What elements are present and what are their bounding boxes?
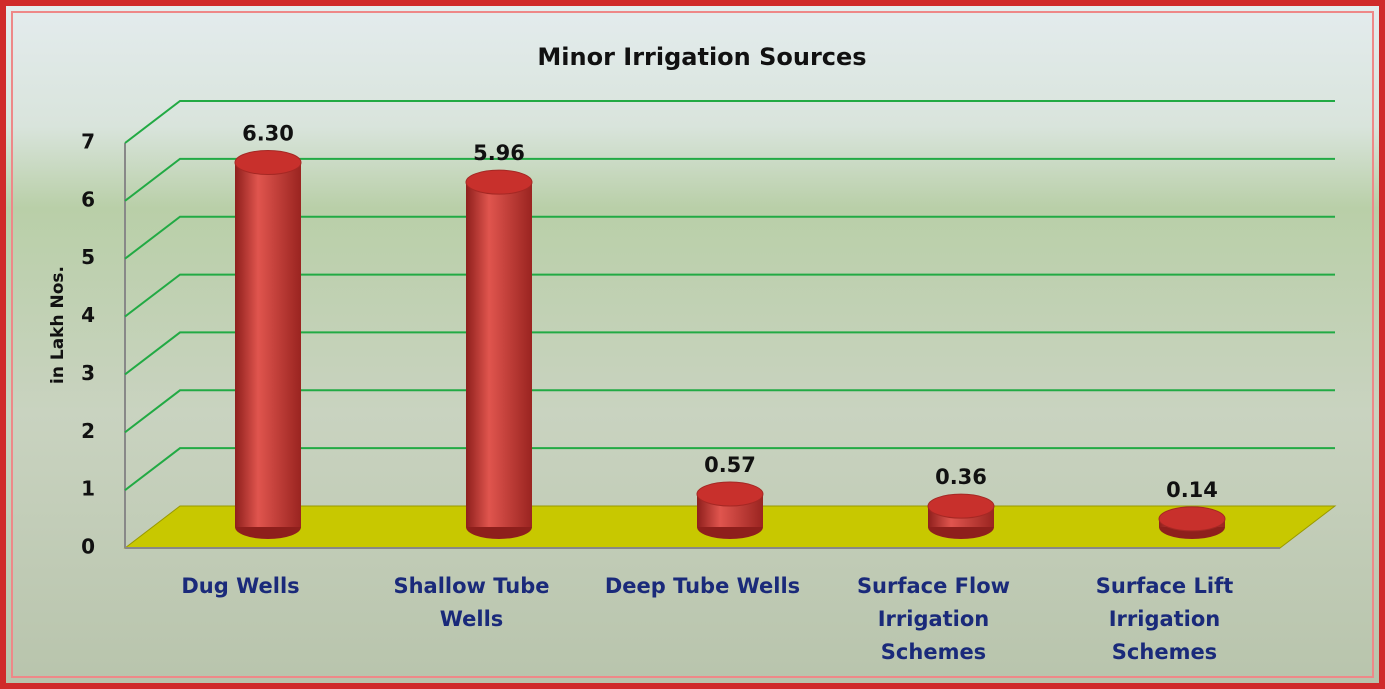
- value-label: 0.36: [935, 465, 987, 489]
- grid-line: [124, 157, 1335, 202]
- y-tick-label: 0: [81, 535, 95, 559]
- x-tick-label: Shallow Tube Wells: [393, 574, 550, 631]
- bar-top: [927, 493, 995, 519]
- x-tick-label: Deep Tube Wells: [604, 574, 801, 598]
- y-tick-label: 5: [81, 245, 95, 269]
- value-label: 5.96: [473, 141, 525, 165]
- y-axis-label: in Lakh Nos.: [48, 266, 68, 384]
- bar-top: [465, 169, 533, 195]
- bar: [466, 182, 532, 527]
- value-label: 0.14: [1166, 478, 1218, 502]
- value-label: 0.57: [704, 453, 756, 477]
- y-tick-label: 2: [81, 419, 95, 443]
- bar: [235, 162, 301, 527]
- value-label: 6.30: [242, 122, 294, 146]
- y-tick-label: 3: [81, 361, 95, 385]
- grid-line: [124, 447, 1335, 491]
- bar-top: [234, 150, 302, 175]
- grid-line: [124, 273, 1335, 318]
- x-tick-label: Surface Flow Irrigation Schemes: [856, 574, 1011, 664]
- bar-top: [696, 481, 764, 507]
- y-tick-label: 1: [81, 477, 95, 501]
- grid-line: [124, 100, 1335, 144]
- x-tick-label: Surface Lift Irrigation Schemes: [1095, 574, 1234, 664]
- grid-line: [124, 331, 1335, 376]
- bar-top: [1158, 506, 1226, 532]
- y-tick-label: 4: [81, 303, 95, 327]
- grid-line: [124, 215, 1335, 260]
- chart-title: Minor Irrigation Sources: [537, 43, 866, 71]
- y-tick-label: 7: [81, 130, 95, 154]
- grid-line: [124, 389, 1335, 434]
- inner-frame: [11, 11, 1374, 678]
- x-tick-label: Dug Wells: [181, 574, 300, 598]
- y-tick-label: 6: [81, 187, 95, 211]
